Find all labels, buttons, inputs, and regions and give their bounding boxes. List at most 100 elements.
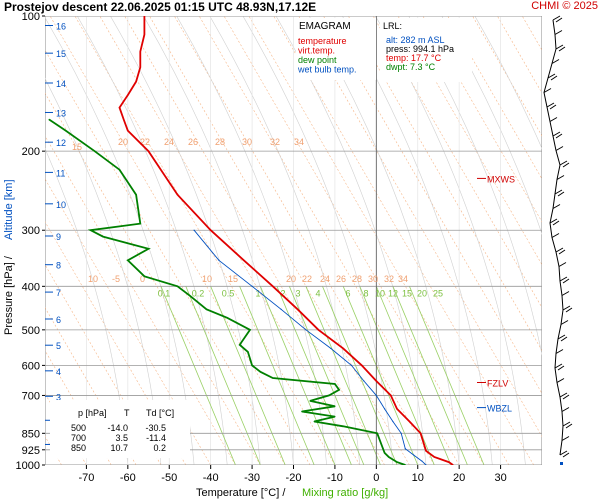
y-tick-label: 300	[22, 225, 40, 237]
data-point	[425, 464, 427, 465]
wind-barb	[561, 291, 570, 296]
data-table-box	[50, 400, 190, 458]
data-point	[452, 464, 454, 465]
data-point	[147, 150, 150, 152]
dry-adiabat-label: 22	[140, 137, 150, 147]
data-point	[297, 308, 299, 310]
data-point	[123, 118, 125, 121]
wind-barb	[561, 436, 570, 441]
dry-adiabat-label: 20	[118, 137, 128, 147]
level-label-mxws: MXWS	[487, 174, 515, 184]
moist-adiabat-line	[76, 16, 228, 465]
data-point	[313, 420, 315, 423]
dry-adiabat-line	[497, 16, 542, 94]
data-point	[433, 456, 435, 458]
data-point	[139, 223, 141, 225]
dry-adiabat-line	[572, 16, 600, 465]
mixing-ratio-line	[392, 286, 468, 465]
dry-adiabat-line	[273, 16, 534, 465]
dry-adiabat-line	[397, 16, 542, 266]
moist-adiabat-line	[209, 16, 361, 465]
data-point	[118, 107, 121, 109]
y-tick-label: 925	[22, 445, 40, 457]
mixing-ratio-label: 25	[433, 288, 443, 298]
wind-barb	[549, 218, 558, 224]
surface-wind-marker	[560, 462, 563, 465]
series-wet-bulb-temp-	[193, 229, 427, 465]
legend-entry-virt-temp-: virt.temp.	[298, 46, 335, 56]
dry-adiabat-label: 34	[294, 137, 304, 147]
wind-barb	[558, 262, 567, 267]
dry-adiabat-label: 28	[215, 137, 225, 147]
dry-adiabat-line	[547, 16, 600, 465]
data-point	[102, 236, 104, 238]
data-point	[48, 118, 50, 121]
wind-barb	[562, 421, 571, 427]
chart-header-title: Prostejov descent 22.06.2025 01:15 UTC 4…	[4, 0, 317, 14]
data-point	[309, 400, 311, 402]
dry-adiabat-line	[99, 16, 361, 465]
dry-adiabat-line	[372, 16, 542, 309]
wind-barb	[560, 320, 569, 325]
mixing-ratio-line	[210, 286, 286, 465]
data-point	[404, 464, 406, 465]
wind-profile	[543, 15, 573, 465]
wind-barb	[554, 30, 563, 35]
axes-layer: MXWSFZLVWBZL1002003004005006007008509251…	[3, 11, 515, 499]
data-point	[247, 351, 249, 353]
wind-barb	[557, 191, 565, 197]
altitude-tick-label: 16	[56, 22, 66, 32]
wind-barb	[559, 450, 568, 456]
data-point	[425, 450, 427, 452]
mixing-ratio-label: 20	[417, 288, 427, 298]
wind-barb	[556, 175, 565, 180]
chart-title: EMAGRAM	[299, 21, 351, 32]
y-tick-label: 850	[22, 428, 40, 440]
altitude-tick-label: 5	[56, 341, 61, 351]
wind-barb	[552, 220, 560, 226]
dry-adiabat-label: 20	[286, 274, 296, 284]
dry-adiabat-line	[174, 16, 435, 465]
dry-adiabat-label: -5	[112, 274, 120, 284]
dry-adiabat-line	[223, 16, 485, 465]
data-point	[396, 408, 398, 410]
moist-adiabat-line	[110, 16, 261, 465]
altitude-tick-label: 10	[56, 200, 66, 210]
mixing-ratio-label: 6	[345, 288, 350, 298]
data-point	[413, 454, 415, 456]
wind-barb	[552, 204, 561, 209]
wind-barb	[562, 394, 570, 400]
x-tick-label: -60	[120, 472, 136, 484]
altitude-tick-label: 13	[56, 108, 66, 118]
dry-adiabat-line	[74, 16, 336, 465]
mixing-ratio-line	[375, 286, 452, 465]
data-point	[139, 50, 141, 53]
x-tick-label: -50	[161, 472, 177, 484]
table-cell: 850	[71, 443, 86, 453]
x-tick-label: -10	[327, 472, 343, 484]
mixing-ratio-line	[342, 286, 419, 465]
wind-barb	[557, 365, 565, 371]
mixing-ratio-label: 8	[363, 288, 368, 298]
series-layer	[48, 16, 454, 465]
x-axis-title: Temperature [°C] /	[196, 487, 286, 499]
data-point	[350, 364, 353, 366]
dry-adiabat-label: 26	[188, 137, 198, 147]
data-point	[390, 394, 392, 397]
wind-barb	[551, 59, 560, 64]
data-point	[189, 295, 191, 297]
table-cell: 3.5	[115, 433, 128, 443]
mixing-ratio-label: 2	[280, 288, 285, 298]
lrl-row: alt: 282 m ASL	[386, 35, 445, 45]
dry-adiabat-label: 10	[88, 274, 98, 284]
data-point	[147, 248, 150, 250]
wind-barb	[552, 131, 561, 137]
dry-adiabat-label: 34	[398, 274, 408, 284]
dry-adiabat-line	[45, 49, 286, 465]
table-cell: -11.4	[146, 433, 166, 443]
y-tick-label: 400	[22, 281, 40, 293]
altitude-tick-label: 4	[56, 367, 61, 377]
wind-barb	[552, 15, 561, 21]
data-point	[280, 308, 282, 310]
mixing-ratio-line	[259, 286, 336, 465]
